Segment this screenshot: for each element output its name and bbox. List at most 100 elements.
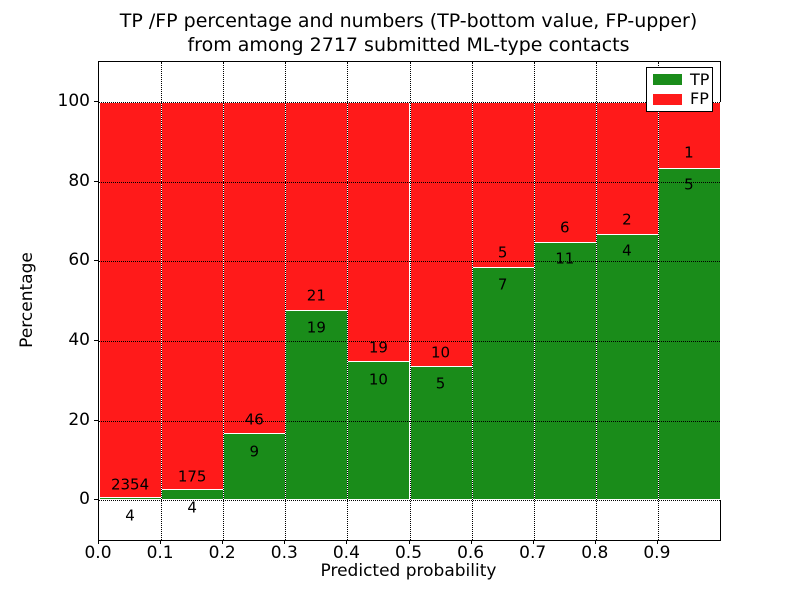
bar-label-fp-count: 6	[559, 218, 570, 237]
bar-column	[409, 101, 473, 501]
bar-segment-tp	[348, 362, 410, 500]
grid-vline	[409, 62, 411, 540]
x-tick-mark	[594, 540, 596, 544]
chart-title: TP /FP percentage and numbers (TP-bottom…	[98, 9, 719, 57]
bar-column	[471, 101, 535, 501]
bar-column	[161, 101, 225, 501]
y-tick-mark	[94, 100, 98, 102]
bar-label-tp-count: 4	[187, 498, 197, 517]
y-tick-mark	[94, 419, 98, 421]
x-tick-label: 0.3	[270, 543, 298, 563]
bar-segment-fp	[658, 102, 720, 169]
grid-vline	[533, 62, 535, 540]
y-tick-label: 80	[68, 170, 90, 191]
bar-segment-tp	[286, 310, 348, 500]
y-tick-label: 60	[68, 250, 90, 271]
x-tick-mark	[532, 540, 534, 544]
x-tick-mark	[98, 540, 99, 544]
x-tick-mark	[346, 540, 348, 544]
bar-label-tp-count: 4	[622, 241, 632, 260]
bar-segment-tp	[224, 434, 286, 500]
bar-label-fp-count: 19	[368, 338, 388, 357]
bar-label-fp-count: 2	[622, 210, 632, 229]
bar-segment-fp	[472, 102, 534, 268]
x-tick-label: 0.1	[146, 543, 174, 563]
bar-label-tp-count: 9	[249, 442, 260, 461]
legend-label: TP	[690, 69, 710, 89]
y-tick-mark	[94, 180, 98, 182]
bar-column	[533, 101, 597, 501]
bar-label-tp-count: 5	[435, 374, 446, 393]
bar-segment-tp	[596, 234, 658, 500]
x-tick-mark	[408, 540, 410, 544]
chart-title-line2: from among 2717 submitted ML-type contac…	[187, 34, 630, 56]
legend-label: FP	[690, 89, 709, 109]
x-tick-label: 0.8	[581, 543, 609, 563]
bar-segment-fp	[534, 102, 596, 243]
y-axis-title: Percentage	[17, 252, 37, 348]
bar-label-tp-count: 5	[684, 175, 694, 194]
legend-patch-tp	[653, 74, 682, 86]
bar-segment-tp	[472, 267, 534, 500]
grid-vline	[657, 62, 659, 540]
x-tick-label: 0.5	[394, 543, 423, 563]
bar-label-fp-count: 21	[306, 286, 326, 305]
bar-label-fp-count: 10	[431, 343, 451, 362]
bar-segment-fp	[596, 102, 658, 235]
x-tick-label: 0.0	[84, 543, 112, 563]
y-tick-label: 40	[68, 329, 90, 350]
x-tick-label: 0.2	[208, 543, 236, 563]
x-axis-title: Predicted probability	[320, 561, 497, 581]
legend: TP FP	[646, 67, 713, 112]
x-tick-label: 0.9	[643, 543, 671, 563]
bar-segment-fp	[410, 102, 472, 368]
bar-column	[347, 101, 411, 501]
grid-vline	[223, 62, 225, 540]
grid-vline	[595, 62, 597, 540]
bar-label-fp-count: 5	[497, 243, 508, 262]
y-tick-label: 0	[79, 489, 90, 510]
legend-item-fp: FP	[647, 91, 712, 107]
legend-patch-fp	[653, 93, 682, 105]
bar-segment-fp	[348, 102, 410, 363]
bar-column	[99, 101, 163, 501]
x-tick-label: 0.7	[519, 543, 547, 563]
bar-label-fp-count: 46	[244, 410, 264, 429]
bar-segment-fp	[224, 102, 286, 435]
bar-column	[595, 101, 659, 501]
bar-segment-fp	[162, 102, 224, 491]
x-tick-mark	[222, 540, 224, 544]
bar-label-tp-count: 10	[368, 370, 388, 389]
bar-segment-tp	[162, 490, 224, 500]
chart-title-line1: TP /FP percentage and numbers (TP-bottom…	[119, 10, 698, 32]
y-tick-mark	[94, 499, 98, 501]
bar-segment-tp	[410, 367, 472, 500]
y-tick-label: 100	[57, 90, 90, 111]
y-tick-mark	[94, 339, 98, 341]
bar-label-tp-count: 4	[125, 506, 135, 525]
x-tick-label: 0.6	[457, 543, 485, 563]
bar-segment-tp	[658, 168, 720, 500]
grid-vline	[347, 62, 349, 540]
y-tick-mark	[94, 260, 98, 262]
y-tick-label: 20	[68, 409, 90, 430]
bar-segment-fp	[286, 102, 348, 311]
plot-area: 2354 4 175 4 46 9 21 19 19 10 10 5 5 7 6 11 2 4 1 5 TP FP	[98, 61, 721, 541]
bar-label-tp-count: 11	[555, 249, 575, 268]
bar-segment-tp	[534, 242, 596, 500]
bar-segment-fp	[100, 102, 162, 499]
bar-column	[657, 101, 721, 501]
legend-item-tp: TP	[647, 69, 712, 89]
x-tick-mark	[160, 540, 162, 544]
bar-column	[223, 101, 287, 501]
bar-label-fp-count: 2354	[110, 475, 150, 494]
grid-vline	[471, 62, 473, 540]
x-tick-mark	[470, 540, 472, 544]
x-tick-label: 0.4	[332, 543, 360, 563]
x-tick-mark	[656, 540, 658, 544]
x-tick-mark	[284, 540, 286, 544]
grid-vline	[285, 62, 287, 540]
bar-label-tp-count: 7	[497, 275, 508, 294]
bar-segment-tp	[100, 498, 162, 500]
